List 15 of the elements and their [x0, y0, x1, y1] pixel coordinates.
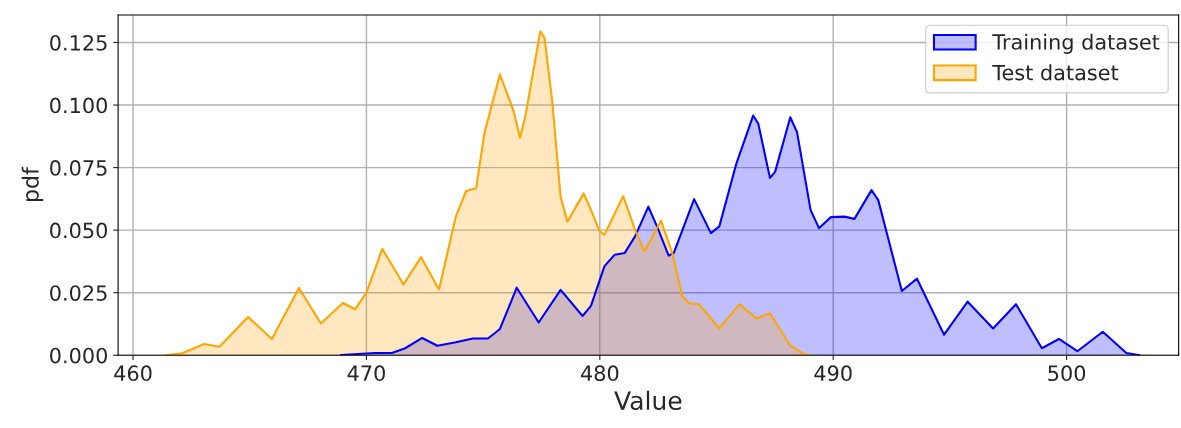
x-tick-label: 460: [114, 365, 152, 382]
legend-label: Test dataset: [992, 64, 1119, 81]
x-axis-title: Value: [614, 390, 682, 411]
x-tick-label: 500: [1048, 365, 1086, 382]
legend-label: Training dataset: [992, 33, 1160, 54]
x-tick-label: 470: [347, 365, 385, 382]
x-tick-label: 480: [580, 365, 619, 382]
x-tick-label: 490: [814, 365, 852, 382]
y-tick-label: 0.100: [50, 97, 107, 114]
y-tick-label: 0.075: [50, 160, 107, 176]
y-tick-label: 0.000: [50, 347, 107, 364]
y-tick-label: 0.050: [50, 222, 107, 239]
y-tick-label: 0.125: [50, 34, 107, 51]
y-tick-label: 0.025: [50, 285, 107, 301]
y-axis-title: pdf: [21, 166, 44, 202]
